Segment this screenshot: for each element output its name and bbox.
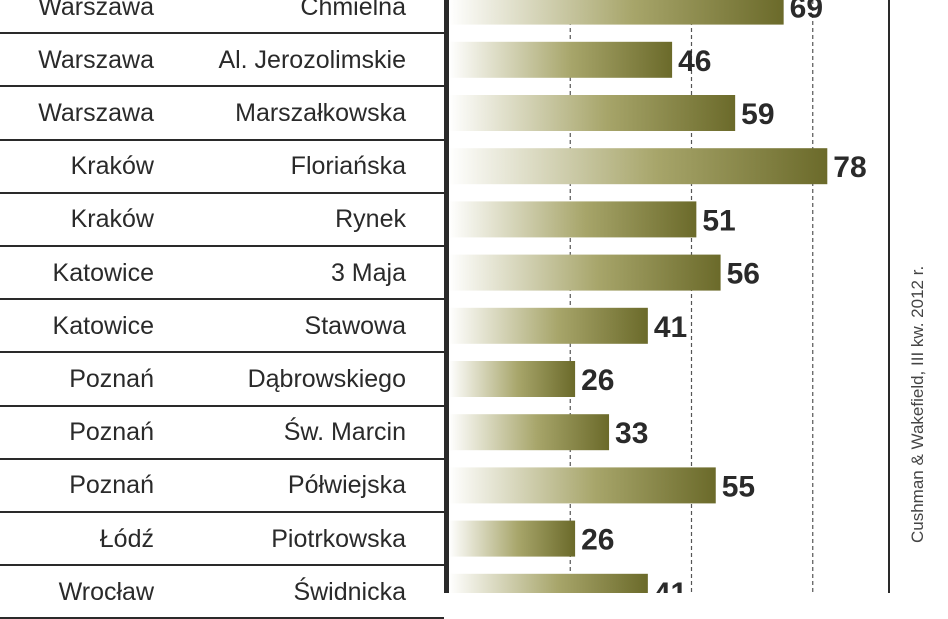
bar <box>449 307 648 344</box>
value-label: 51 <box>702 204 735 237</box>
table-row: Poznań Półwiejska <box>0 459 444 512</box>
city-label: Kraków <box>70 205 154 234</box>
bar <box>449 467 716 504</box>
bar <box>449 95 736 131</box>
row-divider <box>0 351 444 354</box>
street-label: Dąbrowskiego <box>247 364 406 393</box>
table-row: Warszawa Al. Jerozolimskie <box>0 33 444 86</box>
street-label: Półwiejska <box>287 471 406 500</box>
city-label: Warszawa <box>38 45 154 74</box>
bar <box>449 148 828 185</box>
value-label: 33 <box>615 417 648 450</box>
street-label: Stawowa <box>304 311 406 340</box>
table-row: Katowice 3 Maja <box>0 246 444 299</box>
city-label: Wrocław <box>58 577 154 606</box>
street-label: Al. Jerozolimskie <box>218 45 406 74</box>
bars-svg: 694659785156412633552641 <box>449 0 867 610</box>
row-divider <box>0 404 444 407</box>
city-label: Warszawa <box>38 98 154 127</box>
bar <box>449 520 576 557</box>
y-axis-line <box>444 0 449 593</box>
city-label: Kraków <box>70 152 154 181</box>
table-row: Kraków Floriańska <box>0 140 444 193</box>
value-label: 69 <box>790 0 823 25</box>
table-row: Wrocław Świdnicka <box>0 565 444 618</box>
city-label: Warszawa <box>38 0 154 21</box>
bar <box>449 0 784 25</box>
street-label: Świdnicka <box>293 577 406 606</box>
row-divider <box>0 511 444 513</box>
street-label: Marszałkowska <box>235 98 406 127</box>
street-label: Floriańska <box>290 152 406 181</box>
bar-plot: 694659785156412633552641 <box>444 0 900 610</box>
value-label: 26 <box>581 364 614 397</box>
table-row: Poznań Św. Marcin <box>0 406 444 459</box>
source-text: Cushman & Wakefield, III kw. 2012 r. <box>908 265 927 543</box>
bar <box>449 361 576 397</box>
table-row: Warszawa Marszałkowska <box>0 86 444 139</box>
value-label: 59 <box>741 98 774 131</box>
table-row: Poznań Dąbrowskiego <box>0 352 444 405</box>
row-divider <box>0 85 444 88</box>
value-label: 41 <box>654 311 687 344</box>
plot-right-border <box>888 0 890 593</box>
value-label: 78 <box>833 151 866 184</box>
table-row: Warszawa Chmielna <box>0 0 444 33</box>
value-label: 56 <box>727 258 760 291</box>
row-divider <box>0 138 444 141</box>
city-label: Łódź <box>99 524 154 553</box>
city-label: Katowice <box>52 258 154 287</box>
street-table: Warszawa Chmielna Warszawa Al. Jerozolimski… <box>0 0 444 619</box>
value-label: 41 <box>654 577 687 593</box>
bar <box>449 254 721 291</box>
table-row: Łódź Piotrkowska <box>0 512 444 565</box>
row-divider <box>0 298 444 301</box>
street-label: Piotrkowska <box>271 524 406 553</box>
bar <box>449 41 673 78</box>
table-row: Katowice Stawowa <box>0 299 444 352</box>
row-divider <box>0 457 444 460</box>
street-label: 3 Maja <box>330 258 406 287</box>
value-label: 46 <box>678 45 711 78</box>
bar <box>449 414 610 451</box>
city-label: Poznań <box>69 418 154 447</box>
street-label: Św. Marcin <box>283 418 406 447</box>
source-note: Cushman & Wakefield, III kw. 2012 r. <box>898 0 938 593</box>
bar <box>449 573 648 610</box>
row-divider <box>0 32 444 35</box>
table-row: Kraków Rynek <box>0 193 444 246</box>
row-divider <box>0 191 444 194</box>
city-label: Katowice <box>52 311 154 340</box>
value-label: 55 <box>722 470 755 503</box>
street-label: Chmielna <box>300 0 406 21</box>
street-label: Rynek <box>335 205 406 234</box>
row-divider <box>0 245 444 247</box>
city-label: Poznań <box>69 364 154 393</box>
city-label: Poznań <box>69 471 154 500</box>
value-label: 26 <box>581 524 614 557</box>
bar <box>449 201 697 238</box>
row-divider <box>0 564 444 567</box>
